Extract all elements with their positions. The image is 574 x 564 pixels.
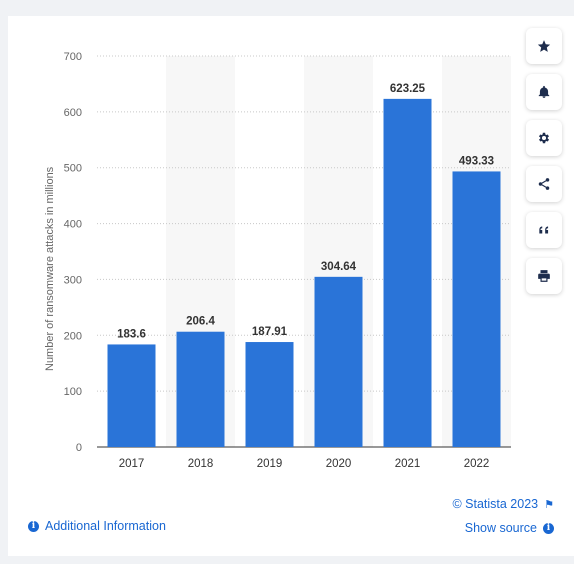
bar <box>383 98 432 447</box>
x-tick-label: 2021 <box>395 458 421 470</box>
x-tick-label: 2019 <box>257 458 283 470</box>
data-label: 493.33 <box>459 155 494 167</box>
flag-icon: ⚑ <box>544 498 554 511</box>
y-tick-label: 0 <box>76 442 82 454</box>
print-button[interactable] <box>526 258 562 294</box>
gear-icon <box>538 132 550 144</box>
statista-copyright-link[interactable]: © Statista 2023 ⚑ <box>452 497 554 511</box>
data-label: 183.6 <box>117 328 146 340</box>
favorite-button[interactable] <box>526 28 562 64</box>
x-tick-label: 2022 <box>464 458 490 470</box>
y-tick-label: 100 <box>64 386 82 398</box>
y-axis-label: Number of ransomware attacks in millions <box>44 166 56 371</box>
share-icon <box>538 178 550 190</box>
bar <box>176 331 225 447</box>
notification-button[interactable] <box>526 74 562 110</box>
data-label: 623.25 <box>390 83 426 95</box>
x-tick-label: 2020 <box>326 458 352 470</box>
bar-chart: 0 100 200 300 400 500 600 700 183.6 2017 206.4 2018… <box>64 51 511 470</box>
info-icon: i <box>543 522 554 534</box>
show-source-label: Show source <box>464 521 537 535</box>
share-button[interactable] <box>526 166 562 202</box>
bar <box>245 342 294 447</box>
y-tick-label: 300 <box>64 274 82 286</box>
y-tick-label: 400 <box>64 219 82 231</box>
y-tick-label: 700 <box>64 51 82 63</box>
bar <box>314 276 363 447</box>
data-label: 206.4 <box>186 316 215 328</box>
copyright-text: © Statista 2023 <box>452 497 539 511</box>
y-tick-label: 500 <box>64 163 82 175</box>
print-icon <box>538 270 550 282</box>
data-label: 304.64 <box>321 261 357 273</box>
settings-button[interactable] <box>526 120 562 156</box>
cite-button[interactable] <box>526 212 562 248</box>
additional-information-link[interactable]: i Additional Information <box>28 519 166 533</box>
show-source-link[interactable]: Show source i <box>465 521 554 535</box>
quote-icon <box>539 226 549 234</box>
info-icon: i <box>28 520 39 532</box>
bar <box>452 171 501 448</box>
chart-card: 0 100 200 300 400 500 600 700 183.6 2017 206.4 2018… <box>8 16 574 556</box>
additional-information-label: Additional Information <box>45 519 166 533</box>
x-tick-label: 2017 <box>119 458 145 470</box>
bell-icon <box>538 85 550 98</box>
data-label: 187.91 <box>252 326 288 338</box>
y-tick-label: 200 <box>64 330 82 342</box>
x-tick-label: 2018 <box>188 458 214 470</box>
y-tick-label: 600 <box>64 107 82 119</box>
side-toolbar <box>526 28 564 304</box>
bar <box>107 344 156 447</box>
star-icon <box>537 40 551 52</box>
